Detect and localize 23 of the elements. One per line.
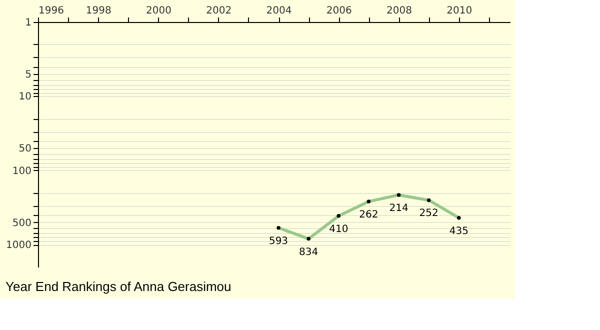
data-label: 834 — [299, 246, 318, 258]
data-label: 214 — [389, 202, 408, 214]
x-tick-label: 2002 — [206, 6, 232, 16]
x-tick-label: 2004 — [266, 6, 292, 16]
data-label: 593 — [268, 236, 288, 247]
y-tick-label: 1000 — [6, 240, 32, 252]
y-tick-label: 5 — [25, 69, 32, 80]
x-tick-label: 1996 — [38, 6, 64, 16]
data-label: 410 — [329, 224, 348, 235]
data-label: 262 — [359, 209, 378, 220]
y-tick-label: 1 — [25, 18, 32, 28]
y-tick-label: 50 — [18, 144, 32, 155]
x-tick-label: 2008 — [386, 6, 412, 16]
text: Year End Rankings of Anna Gerasimou — [6, 279, 232, 294]
x-tick-label: 2000 — [146, 6, 172, 16]
x-tick-label: 2010 — [446, 6, 472, 16]
data-label: 252 — [419, 208, 438, 220]
x-tick-label: 2006 — [326, 6, 352, 16]
x-tick-label: 1998 — [86, 6, 112, 16]
y-tick-label: 10 — [18, 92, 32, 103]
data-label: 435 — [449, 226, 468, 237]
y-tick-label: 100 — [12, 166, 32, 177]
y-tick-label: 500 — [12, 218, 32, 229]
